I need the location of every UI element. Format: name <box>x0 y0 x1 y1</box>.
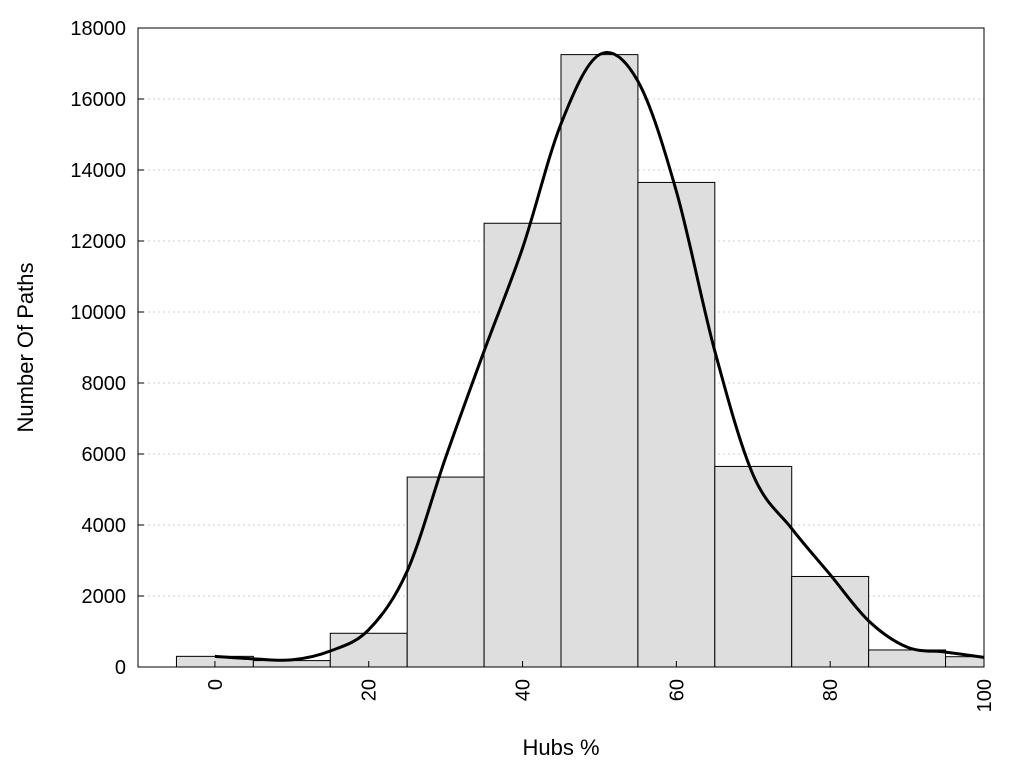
y-axis-ticks: 0 2000 4000 6000 8000 10000 12000 14000 16000 180… <box>70 18 144 679</box>
histogram-bars <box>175 54 985 668</box>
histogram-bar <box>483 222 562 668</box>
histogram-bar <box>637 181 716 668</box>
y-tick-label: 8000 <box>82 373 127 395</box>
grid-lines <box>138 98 984 597</box>
x-tick-label: 40 <box>513 679 535 701</box>
histogram-bar <box>945 656 985 668</box>
x-tick-label: 0 <box>205 679 227 690</box>
x-tick-label: 80 <box>820 679 842 701</box>
x-tick-label: 100 <box>974 679 996 712</box>
y-axis-title: Number Of Paths <box>13 263 38 433</box>
density-curve <box>214 51 985 662</box>
plot-frame <box>137 27 985 668</box>
y-tick-label: 18000 <box>70 18 126 40</box>
histogram-bar <box>791 575 870 668</box>
histogram-bar <box>252 660 331 668</box>
y-tick-label: 4000 <box>82 515 127 537</box>
y-tick-label: 10000 <box>70 302 126 324</box>
y-tick-label: 14000 <box>70 160 126 182</box>
x-tick-label: 20 <box>359 679 381 701</box>
y-tick-label: 16000 <box>70 89 126 111</box>
y-tick-label: 0 <box>115 657 126 679</box>
y-tick-label: 12000 <box>70 231 126 253</box>
histogram-bar <box>560 54 639 668</box>
y-tick-label: 2000 <box>82 586 127 608</box>
x-axis-title: Hubs % <box>522 735 599 760</box>
x-axis-ticks: 0 20 40 60 80 100 <box>205 661 996 712</box>
histogram-bar <box>714 465 793 668</box>
histogram-bar <box>406 476 485 668</box>
x-tick-label: 60 <box>666 679 688 701</box>
y-tick-label: 6000 <box>82 444 127 466</box>
